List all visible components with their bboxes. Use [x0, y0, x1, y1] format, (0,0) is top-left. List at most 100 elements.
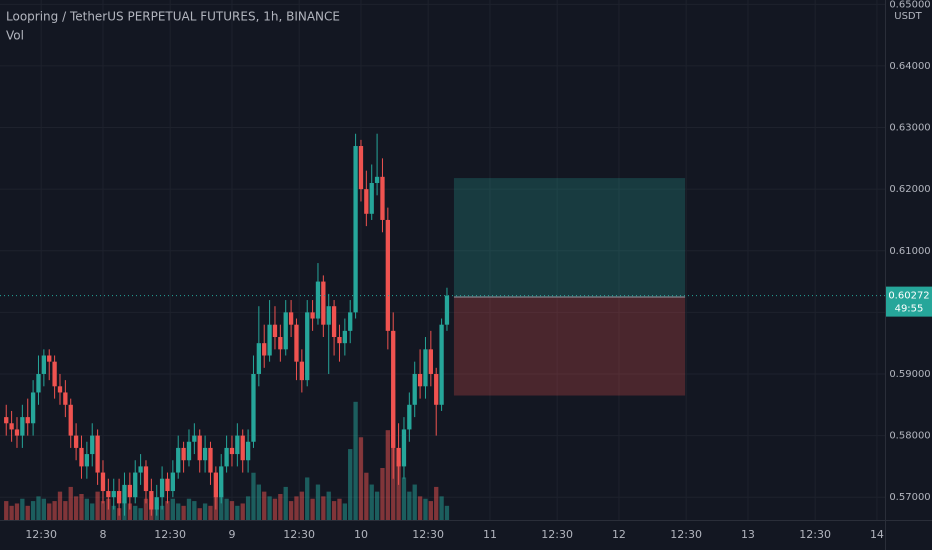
volume-bar [310, 498, 315, 520]
x-tick-label: 9 [228, 528, 235, 541]
candle-body [90, 435, 95, 455]
x-tick-label: 12:30 [154, 528, 186, 541]
volume-bar [63, 501, 68, 520]
candle-body [439, 324, 444, 405]
volume-bar [127, 503, 133, 520]
currency-label[interactable]: USDT [894, 11, 922, 22]
countdown-label: 49:55 [895, 304, 924, 315]
volume-bar [14, 503, 20, 520]
x-tick-label: 10 [354, 528, 368, 541]
volume-bar [396, 460, 401, 520]
candle-body [321, 281, 326, 325]
volume-bar [73, 496, 79, 520]
volume-bar [278, 494, 283, 520]
volume-bar [159, 505, 165, 520]
candle-body [315, 281, 321, 319]
volume-bar [9, 505, 14, 520]
last-price-badge [886, 286, 932, 317]
candle-body [127, 484, 133, 498]
candle-body [181, 447, 186, 461]
candle-body [224, 447, 229, 467]
candle-body [364, 189, 369, 214]
volume-bar [439, 496, 444, 520]
candle-body [57, 386, 63, 393]
candle-body [380, 176, 385, 220]
candle-body [213, 472, 218, 498]
volume-bar [224, 498, 229, 520]
volume-bar [428, 501, 433, 520]
candle-body [423, 349, 428, 387]
y-tick-label: 0.62000 [889, 184, 930, 195]
volume-bar [197, 508, 202, 520]
volume-bar [407, 491, 412, 520]
candle-body [25, 417, 30, 424]
volume-bar [374, 491, 380, 520]
candle-body [133, 472, 138, 498]
volume-bar [380, 468, 385, 520]
candles [4, 133, 450, 516]
volume-bar [305, 477, 310, 520]
y-tick-label: 0.58000 [889, 431, 930, 442]
candle-body [100, 472, 106, 492]
volume-bar [68, 486, 73, 520]
volume-bar [202, 503, 208, 520]
candle-body [374, 176, 380, 183]
volume-bar [353, 401, 358, 520]
volume-label: Vol [6, 29, 24, 43]
candle-body [407, 404, 412, 430]
candle-body [294, 324, 299, 362]
volume-bar [283, 486, 288, 520]
volume-bar [315, 484, 321, 520]
volume-bar [272, 498, 278, 520]
y-tick-label: 0.59000 [889, 369, 930, 380]
candle-body [154, 497, 159, 510]
candle-body [358, 146, 364, 190]
volume-bar [133, 505, 138, 520]
volume-bar [57, 491, 63, 520]
candle-body [401, 429, 407, 467]
candle-body [283, 312, 288, 350]
candle-body [14, 429, 20, 436]
candle-body [165, 478, 170, 492]
volume-bar [4, 501, 9, 520]
candle-body [310, 312, 315, 319]
volume-bar [262, 491, 267, 520]
candle-body [73, 435, 79, 448]
volume-bar [181, 505, 186, 520]
candle-body [176, 447, 181, 473]
volume-bar [111, 505, 116, 520]
candle-body [159, 478, 165, 498]
y-tick-label: 0.63000 [889, 123, 930, 134]
candle-body [95, 435, 100, 473]
candle-body [235, 435, 240, 455]
candle-body [47, 355, 52, 362]
volume-bar [385, 430, 390, 520]
candle-body [305, 312, 310, 381]
candle-body [299, 361, 304, 381]
volume-bar [186, 498, 192, 520]
candle-body [337, 337, 342, 344]
volume-bar [170, 498, 176, 520]
candle-body [138, 466, 143, 473]
grid [0, 0, 885, 520]
candle-body [369, 182, 374, 214]
volume-bar [267, 496, 272, 520]
volume-bar [84, 498, 90, 520]
chart-title: Loopring / TetherUS PERPETUAL FUTURES, 1… [6, 10, 340, 24]
y-tick-label: 0.65000 [889, 0, 930, 10]
candle-body [208, 447, 213, 473]
volume-bar [235, 505, 240, 520]
volume-bar [326, 491, 331, 520]
volume-bar [25, 505, 30, 520]
volume-bar [299, 491, 304, 520]
candle-body [68, 404, 73, 436]
candle-body [240, 435, 245, 461]
volume-bar [47, 503, 52, 520]
candle-body [197, 435, 202, 461]
volume-bar [192, 501, 197, 520]
volume-bar [358, 437, 364, 520]
volume-bar [423, 498, 428, 520]
candle-body [84, 454, 90, 467]
x-tick-label: 12:30 [25, 528, 57, 541]
